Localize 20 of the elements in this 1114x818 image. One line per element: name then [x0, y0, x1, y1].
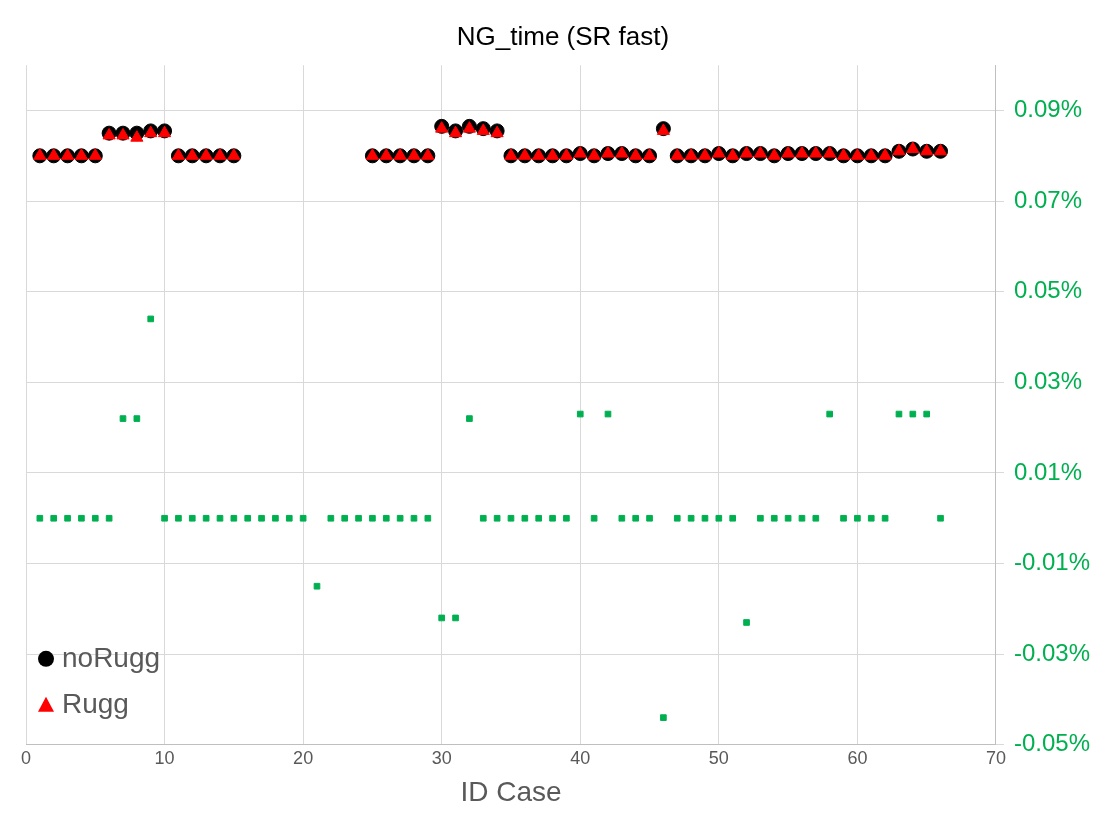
x-tick-label: 60 — [847, 747, 868, 768]
chart-title: NG_time (SR fast) — [456, 20, 670, 51]
x-tick-label: 70 — [985, 747, 1006, 768]
y2-tick-label: -0.03% — [1013, 638, 1090, 666]
y2-tick-label: 0.07% — [1013, 185, 1083, 213]
y2-tick-label: 0.01% — [1013, 457, 1083, 485]
x-tick-label: 50 — [708, 747, 729, 768]
x-tick-label: 30 — [431, 747, 452, 768]
legend-label: Rugg — [62, 687, 129, 719]
y2-tick-label: -0.01% — [1013, 548, 1090, 576]
y2-tick-label: 0.03% — [1013, 366, 1083, 394]
legend-label: noRugg — [62, 641, 161, 673]
x-axis-title: ID Case — [460, 775, 562, 807]
x-tick-label: 20 — [293, 747, 314, 768]
y2-tick-label: 0.05% — [1013, 276, 1083, 304]
x-tick-label: 40 — [570, 747, 591, 768]
x-tick-label: 10 — [154, 747, 175, 768]
x-tick-label: 0 — [20, 747, 32, 768]
y2-tick-label: -0.05% — [1013, 729, 1090, 757]
y2-tick-label: 0.09% — [1013, 95, 1083, 123]
